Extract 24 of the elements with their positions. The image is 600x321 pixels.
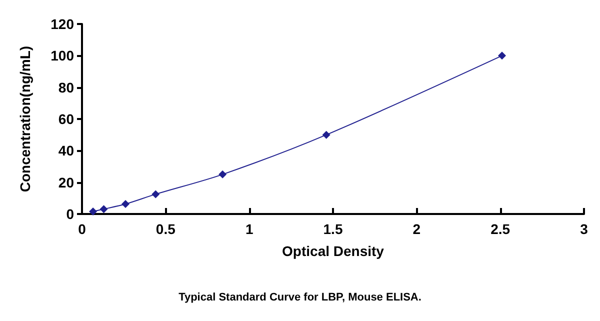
y-tick-label: 100	[50, 48, 74, 64]
x-tick-label: 0.5	[156, 221, 176, 237]
point	[322, 130, 330, 139]
y-tick-label: 120	[50, 16, 74, 32]
x-tick-label: 0	[78, 221, 86, 237]
x-tick-label: 1.5	[323, 221, 343, 237]
point	[498, 52, 506, 60]
y-tick-label: 40	[58, 142, 74, 159]
x-axis-title: Optical Density	[282, 243, 384, 259]
point	[218, 170, 227, 178]
y-tick-label: 80	[58, 79, 74, 96]
y-tick-label: 20	[58, 174, 74, 190]
y-axis-title: Concentration(ng/mL)	[17, 46, 33, 192]
x-tick-label: 1	[245, 221, 254, 237]
point	[89, 207, 98, 216]
y-tick-label: 0	[66, 206, 74, 222]
point	[122, 200, 130, 208]
x-tick-label: 2	[412, 221, 421, 237]
x-tick-label: 3	[580, 221, 588, 237]
point	[152, 190, 160, 198]
point	[100, 205, 108, 214]
x-tick-label: 2.5	[490, 221, 510, 237]
text: Typical Standard Curve for LBP, Mouse ELISA.	[178, 292, 422, 304]
y-tick-label: 60	[58, 111, 74, 127]
